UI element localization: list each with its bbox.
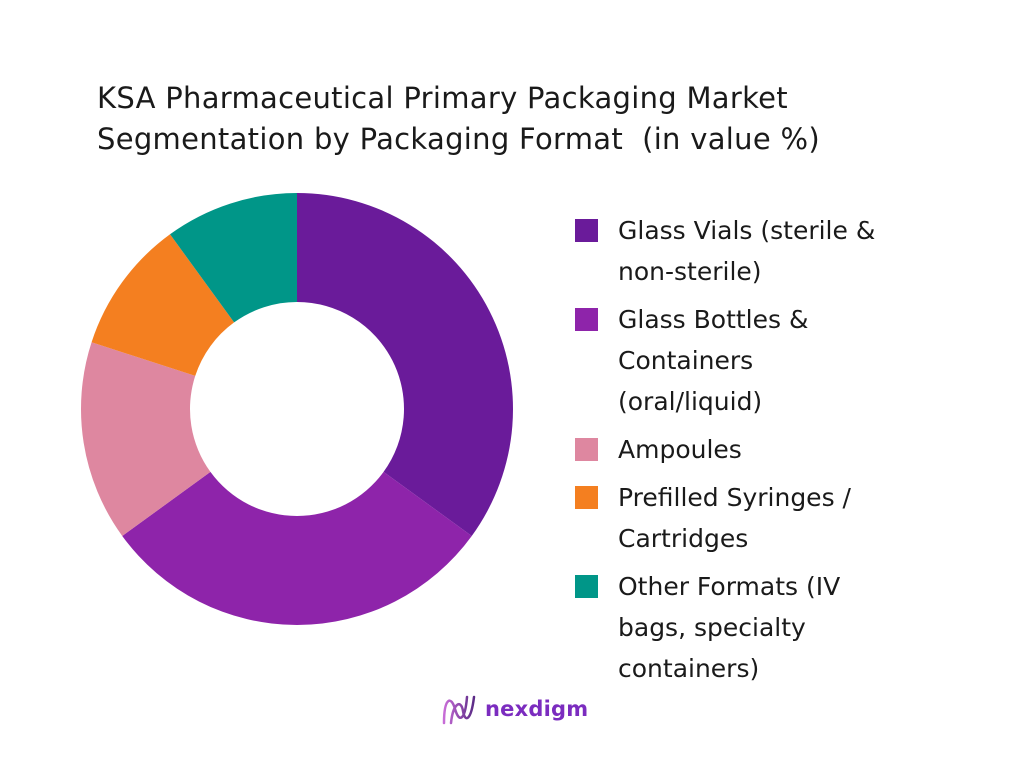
legend-label-line: (oral/liquid) (618, 387, 763, 416)
chart-title: KSA Pharmaceutical Primary Packaging Mar… (97, 78, 820, 160)
legend-item: Other Formats (IV bags, specialty containe… (575, 566, 955, 689)
legend-label-line: Glass Vials (sterile & (618, 216, 876, 245)
legend-label-line: Containers (618, 346, 754, 375)
brand-logo: nexdigm (441, 693, 588, 725)
legend-label-line: Cartridges (618, 524, 749, 553)
legend-swatch (575, 486, 598, 509)
chart-title-line-1: KSA Pharmaceutical Primary Packaging Mar… (97, 81, 788, 115)
nexdigm-logo-icon (442, 695, 476, 725)
legend-item: Prefilled Syringes / Cartridges (575, 477, 955, 559)
legend-swatch (575, 219, 598, 242)
donut-slice-1 (297, 193, 513, 536)
brand-name: nexdigm (485, 697, 589, 721)
legend-label-line: Glass Bottles & (618, 305, 809, 334)
legend-swatch (575, 438, 598, 461)
donut-slice-3 (81, 342, 211, 536)
legend-label-line: containers) (618, 654, 760, 683)
legend-label-line: bags, specialty (618, 613, 806, 642)
legend-swatch (575, 308, 598, 331)
legend-item: Glass Vials (sterile & non-sterile) (575, 210, 955, 292)
legend-label-line: Prefilled Syringes / (618, 483, 851, 512)
legend-item: Ampoules (575, 429, 955, 470)
legend-label-line: non-sterile) (618, 257, 762, 286)
legend-label-line: Other Formats (IV (618, 572, 841, 601)
legend-swatch (575, 575, 598, 598)
legend-label-line: Ampoules (618, 435, 742, 464)
legend-item: Glass Bottles & Containers (oral/liquid) (575, 299, 955, 422)
chart-legend: Glass Vials (sterile & non-sterile) Glass … (575, 210, 955, 696)
donut-slice-4 (91, 234, 235, 376)
donut-slice-5 (170, 193, 297, 323)
donut-slice-2 (122, 471, 472, 626)
chart-title-line-2: Segmentation by Packaging Format (in val… (97, 122, 820, 156)
